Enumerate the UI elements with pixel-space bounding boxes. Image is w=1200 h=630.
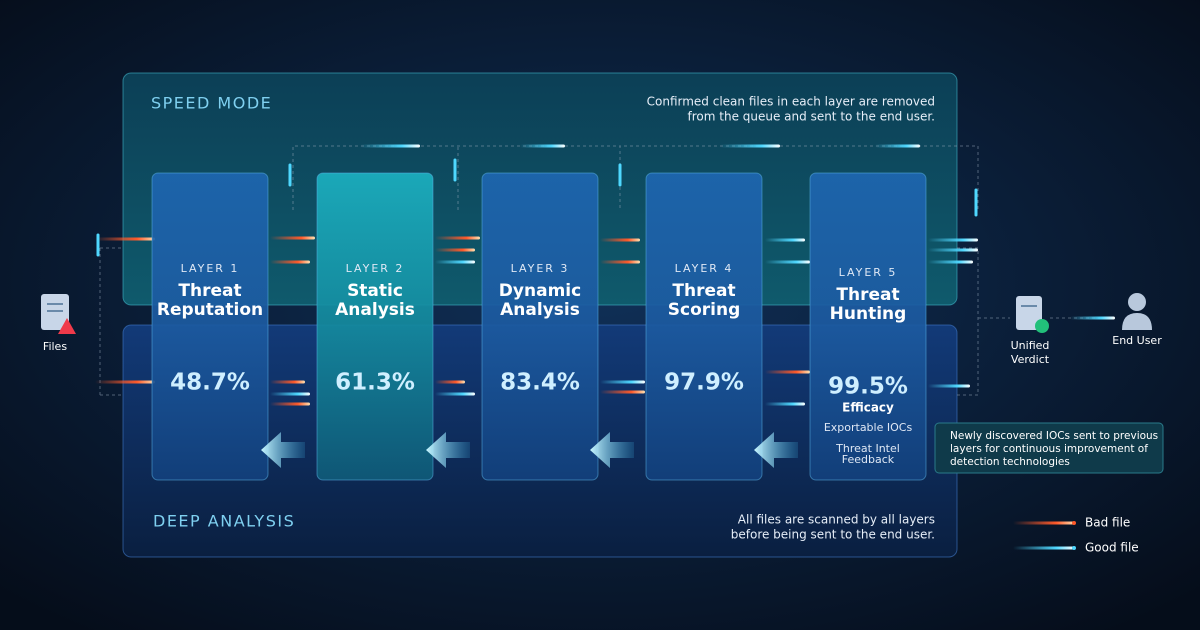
layer-name: Threat xyxy=(836,285,899,305)
layer-rate: 99.5% xyxy=(828,374,908,400)
layer-name: Dynamic xyxy=(499,281,581,301)
layer-name: Scoring xyxy=(668,300,740,320)
layer-output: Exportable IOCs xyxy=(824,421,913,434)
streak xyxy=(600,260,640,264)
layer-name: Analysis xyxy=(500,300,580,320)
layer-card xyxy=(645,172,763,481)
node-label: Verdict xyxy=(1011,353,1050,366)
layer-name: Threat xyxy=(672,281,735,301)
streak xyxy=(435,248,475,252)
feedback-arrow xyxy=(426,432,470,468)
streak xyxy=(435,260,475,264)
streak xyxy=(600,380,645,384)
layer-name: Threat xyxy=(178,281,241,301)
layer-rate: 48.7% xyxy=(170,370,250,396)
layer-card xyxy=(316,172,434,481)
streak xyxy=(360,144,420,148)
callout-text: Newly discovered IOCs sent to previous xyxy=(950,430,1158,442)
layer-rate: 83.4% xyxy=(500,370,580,396)
file-streaks xyxy=(95,144,1115,406)
legend-swatch xyxy=(1013,521,1075,525)
section-note: from the queue and sent to the end user. xyxy=(688,110,935,124)
layer-card xyxy=(481,172,599,481)
node-label: Unified xyxy=(1011,339,1050,352)
callout-text: detection technologies xyxy=(950,456,1070,468)
streak xyxy=(270,236,315,240)
streak xyxy=(95,380,155,384)
section-title: SPEED MODE xyxy=(151,94,272,113)
streak xyxy=(520,144,565,148)
feedback-arrow xyxy=(590,432,634,468)
streak xyxy=(1070,316,1115,320)
streak xyxy=(435,380,465,384)
streak xyxy=(720,144,780,148)
layer-label: LAYER 2 xyxy=(346,262,405,275)
verdict-node: Unified Verdict xyxy=(1011,296,1050,366)
layer-rate: 61.3% xyxy=(335,370,415,396)
streak xyxy=(928,384,970,388)
streak xyxy=(270,260,310,264)
end-user-node: End User xyxy=(1112,293,1162,347)
streak xyxy=(928,260,973,264)
streak xyxy=(435,392,475,396)
layer-label: LAYER 3 xyxy=(511,262,570,275)
streak xyxy=(765,370,810,374)
layer-rate: 97.9% xyxy=(664,370,744,396)
layer-name: Reputation xyxy=(157,300,263,320)
feedback-arrow xyxy=(261,432,305,468)
layer-card xyxy=(151,172,269,481)
legend-dot xyxy=(1072,546,1076,550)
streak xyxy=(270,392,310,396)
streak xyxy=(270,380,305,384)
streak xyxy=(765,238,805,242)
layer-card xyxy=(809,172,927,481)
layer-label: LAYER 5 xyxy=(839,266,898,279)
streak xyxy=(765,402,805,406)
streak xyxy=(270,402,310,406)
node-label: End User xyxy=(1112,334,1162,347)
section-note: Confirmed clean files in each layer are … xyxy=(647,95,935,109)
streak xyxy=(600,238,640,242)
feedback-arrow xyxy=(754,432,798,468)
section-title: DEEP ANALYSIS xyxy=(153,512,295,531)
layer-label: LAYER 4 xyxy=(675,262,734,275)
legend-label: Good file xyxy=(1085,541,1139,555)
layer-name: Hunting xyxy=(830,304,907,324)
section-note: All files are scanned by all layers xyxy=(738,513,935,527)
streak xyxy=(95,237,155,241)
layer-output: Threat Intel xyxy=(835,442,900,455)
layer-name: Analysis xyxy=(335,300,415,320)
streak xyxy=(928,248,978,252)
streak xyxy=(765,260,810,264)
streak xyxy=(600,390,645,394)
legend-dot xyxy=(1072,521,1076,525)
streak xyxy=(435,236,480,240)
layer-output: Feedback xyxy=(842,453,895,466)
node-label: Files xyxy=(43,340,67,353)
callout-text: layers for continuous improvement of xyxy=(950,443,1148,455)
section-note: before being sent to the end user. xyxy=(731,528,935,542)
layer-metric: Efficacy xyxy=(842,401,894,415)
streak xyxy=(928,238,978,242)
legend-label: Bad file xyxy=(1085,516,1130,530)
legend-swatch xyxy=(1013,546,1075,550)
layer-label: LAYER 1 xyxy=(181,262,240,275)
legend: Bad file Good file xyxy=(1013,516,1139,555)
callout: Newly discovered IOCs sent to previous l… xyxy=(934,422,1164,474)
streak xyxy=(875,144,920,148)
layer-name: Static xyxy=(347,281,403,301)
files-node: Files xyxy=(41,294,76,353)
